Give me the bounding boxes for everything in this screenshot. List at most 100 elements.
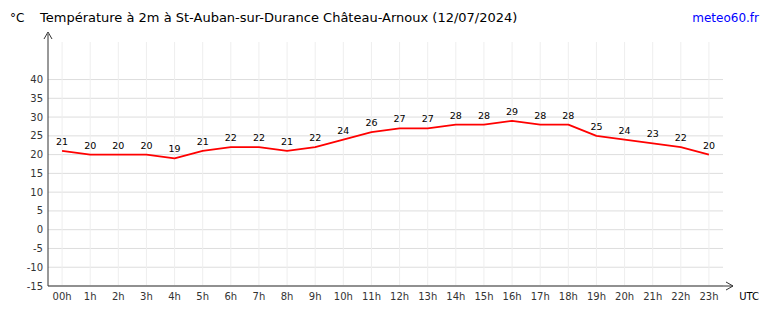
x-tick-label: 17h [531,291,550,302]
data-label: 20 [84,140,96,151]
grid-line [483,42,484,286]
grid-line [427,42,428,286]
y-tick-label: 30 [30,112,43,123]
grid-line [624,42,625,286]
y-tick-label: 15 [30,168,43,179]
x-tick-label: 3h [140,291,153,302]
x-tick-label: 14h [446,291,465,302]
x-tick-label: 22h [671,291,690,302]
grid-line [512,42,513,286]
grid-line [371,42,372,286]
grid-line [399,42,400,286]
data-label: 22 [225,132,237,143]
x-axis-arrow [726,282,733,290]
x-tick-label: 9h [309,291,322,302]
data-label: 19 [169,143,181,154]
data-label: 21 [197,136,209,147]
x-tick-label: 11h [362,291,381,302]
data-label: 20 [703,140,715,151]
data-label: 28 [534,110,546,121]
y-tick-label: 20 [30,149,43,160]
grid-line [48,79,723,80]
watermark: meteo60.fr [692,11,759,25]
x-tick-label: 16h [503,291,522,302]
grid [48,42,723,286]
x-tick-label: 12h [390,291,409,302]
y-tick-label: 5 [37,205,43,216]
y-tick-label: 35 [30,93,43,104]
grid-line [48,117,723,118]
x-tick-label: 8h [281,291,294,302]
grid-line [258,42,259,286]
grid-line [48,229,723,230]
grid-line [343,42,344,286]
grid-line [230,42,231,286]
grid-line [48,192,723,193]
grid-line [540,42,541,286]
y-tick-label: 0 [37,224,43,235]
data-label: 21 [281,136,293,147]
plot-area [62,121,709,159]
y-tick-label: 10 [30,187,43,198]
data-label: 27 [422,113,434,124]
x-tick-label: 10h [334,291,353,302]
data-label: 27 [394,113,406,124]
title: Température à 2m à St-Auban-sur-Durance … [39,10,517,25]
data-label: 25 [590,121,602,132]
x-tick-label: 5h [196,291,209,302]
y-tick-label: -5 [33,243,43,254]
grid-line [174,42,175,286]
temperature-line [62,121,709,159]
grid-line [62,42,63,286]
x-tick-label: 7h [253,291,266,302]
grid-line [568,42,569,286]
grid-line [455,42,456,286]
data-label: 24 [337,125,349,136]
y-axis-arrow [44,32,52,39]
data-label: 21 [56,136,68,147]
x-tick-label: 23h [699,291,718,302]
x-tick-label: 20h [615,291,634,302]
data-labels: 2120202019212222212224262727282829282825… [56,106,715,155]
data-label: 29 [506,106,518,117]
data-label: 20 [112,140,124,151]
x-axis [48,286,733,287]
data-label: 28 [562,110,574,121]
x-tick-label: 21h [643,291,662,302]
grid-line [287,42,288,286]
grid-line [118,42,119,286]
data-label: 20 [140,140,152,151]
grid-line [48,98,723,99]
x-tick-label: 6h [224,291,237,302]
data-label: 22 [675,132,687,143]
data-label: 22 [253,132,265,143]
grid-line [596,42,597,286]
grid-line [48,248,723,249]
y-tick-label: 25 [30,130,43,141]
chart: -15-10-5051015202530354000h1h2h3h4h5h6h7… [0,0,765,320]
grid-line [146,42,147,286]
x-tick-label: 19h [587,291,606,302]
grid-line [652,42,653,286]
data-label: 22 [309,132,321,143]
grid-line [48,173,723,174]
x-tick-label: 18h [559,291,578,302]
grid-line [680,42,681,286]
data-label: 24 [619,125,631,136]
x-tick-label: 1h [84,291,97,302]
grid-line [315,42,316,286]
x-tick-label: 15h [474,291,493,302]
x-tick-label: 00h [53,291,72,302]
grid-line [90,42,91,286]
y-axis-label: °C [10,11,24,25]
axes: -15-10-5051015202530354000h1h2h3h4h5h6h7… [27,32,733,302]
y-tick-label: -15 [27,281,43,292]
grid-line [48,210,723,211]
y-tick-label: -10 [27,262,43,273]
data-label: 23 [647,128,659,139]
data-label: 28 [450,110,462,121]
grid-line [202,42,203,286]
grid-line [48,267,723,268]
x-tick-label: 13h [418,291,437,302]
data-label: 28 [478,110,490,121]
